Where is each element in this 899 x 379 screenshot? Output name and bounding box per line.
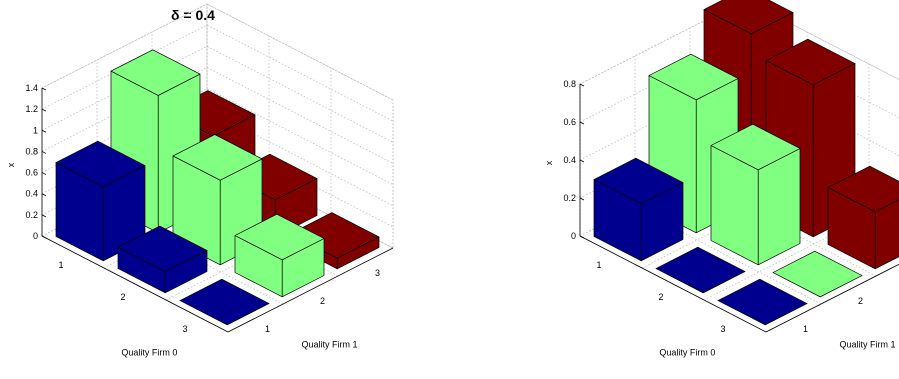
- bar: [593, 157, 684, 262]
- grid-line-x: [103, 36, 270, 269]
- z-axis-label: x: [6, 162, 16, 167]
- z-tick-label: 0.2: [563, 193, 576, 203]
- bars: [593, 0, 899, 326]
- y-tick-label: 1: [265, 324, 270, 334]
- bar-face-top: [710, 123, 801, 171]
- y-axis-line: [227, 247, 394, 333]
- z-tick-label: 0.4: [563, 155, 576, 165]
- bar: [827, 165, 899, 270]
- z-tick: [579, 121, 585, 125]
- bar-face-top: [110, 49, 201, 96]
- y-tick-label: 1: [803, 324, 808, 334]
- bar-face-top: [179, 278, 270, 326]
- bar-face-top: [765, 38, 856, 86]
- bar-face-top: [717, 278, 808, 326]
- bar: [179, 278, 270, 326]
- x-tick-label: 3: [182, 324, 187, 334]
- bar-face-top: [117, 225, 208, 273]
- z-tick-label: 1: [33, 125, 38, 135]
- z-tick-label: 1.2: [25, 104, 38, 114]
- z-tick: [579, 159, 585, 163]
- bar: [117, 225, 208, 294]
- bar: [717, 278, 808, 326]
- z-tick: [579, 83, 585, 87]
- z-tick: [41, 151, 47, 154]
- z-tick: [41, 87, 47, 91]
- z-tick-label: 0: [33, 231, 38, 241]
- bar: [710, 123, 801, 266]
- chart-panel-delta-04: δ = 0.4 0 0.2 0.4 0.6 0.8 1 1.2 1.4 x 1 2 3 1 2 3 Qualit…: [6, 3, 394, 357]
- z-tick: [41, 108, 47, 112]
- x-tick-label: 2: [658, 292, 663, 302]
- bar-face-top: [655, 246, 746, 294]
- y-tick-label: 2: [320, 296, 325, 306]
- z-tick-label: 0.4: [25, 189, 38, 199]
- bar-face-top: [593, 157, 684, 205]
- z-axis: 0 0.2 0.4 0.6 0.8 1 1.2 1.4: [25, 83, 47, 241]
- z-tick-label: 0.8: [563, 79, 576, 89]
- y-axis-label: Quality Firm 1: [301, 340, 357, 350]
- bars: [55, 49, 380, 326]
- z-tick-label: 0.2: [25, 210, 38, 220]
- x-tick-label: 1: [596, 260, 601, 270]
- bar: [55, 140, 146, 262]
- z-tick-label: 1.4: [25, 83, 38, 93]
- x-tick-label: 2: [120, 292, 125, 302]
- x-tick-label: 3: [720, 324, 725, 334]
- y-tick-label: 3: [375, 268, 380, 278]
- z-axis: 0 0.2 0.4 0.6 0.8: [563, 79, 585, 241]
- z-tick: [41, 193, 47, 197]
- z-tick: [41, 129, 47, 133]
- x-axis-label: Quality Firm 0: [121, 347, 177, 357]
- z-tick: [579, 197, 585, 201]
- bar-face-top: [55, 140, 146, 188]
- z-axis-label: x: [544, 160, 554, 165]
- bar-face-top: [234, 213, 325, 261]
- bar-face-top: [827, 165, 899, 213]
- y-tick-label: 2: [858, 296, 863, 306]
- z-tick-label: 0.8: [25, 146, 38, 156]
- bar: [772, 250, 863, 298]
- x-axis-label: Quality Firm 0: [659, 347, 715, 357]
- grid-line-x: [41, 4, 208, 237]
- z-tick: [41, 214, 47, 218]
- bar-face-top: [772, 250, 863, 298]
- x-tick-label: 1: [58, 260, 63, 270]
- z-tick: [41, 172, 47, 175]
- chart-panel-delta-07: δ = 0.700.20.40.60.8x123123Quality Firm …: [544, 0, 899, 357]
- y-axis-label: Quality Firm 1: [839, 340, 895, 350]
- chart-title: δ = 0.4: [171, 7, 215, 23]
- x-axis-line: [579, 235, 767, 333]
- y-axis-line: [765, 263, 899, 333]
- grid-line-x: [227, 100, 394, 333]
- z-tick-label: 0: [571, 231, 576, 241]
- grid-line-x: [165, 68, 332, 301]
- bar: [234, 213, 325, 298]
- z-tick-label: 0.6: [563, 117, 576, 127]
- bar-face-top: [648, 53, 739, 101]
- bar: [655, 246, 746, 294]
- x-axis-line: [41, 235, 229, 333]
- bar-face-top: [703, 0, 794, 35]
- bar-face-top: [172, 134, 263, 181]
- z-tick-label: 0.6: [25, 168, 38, 178]
